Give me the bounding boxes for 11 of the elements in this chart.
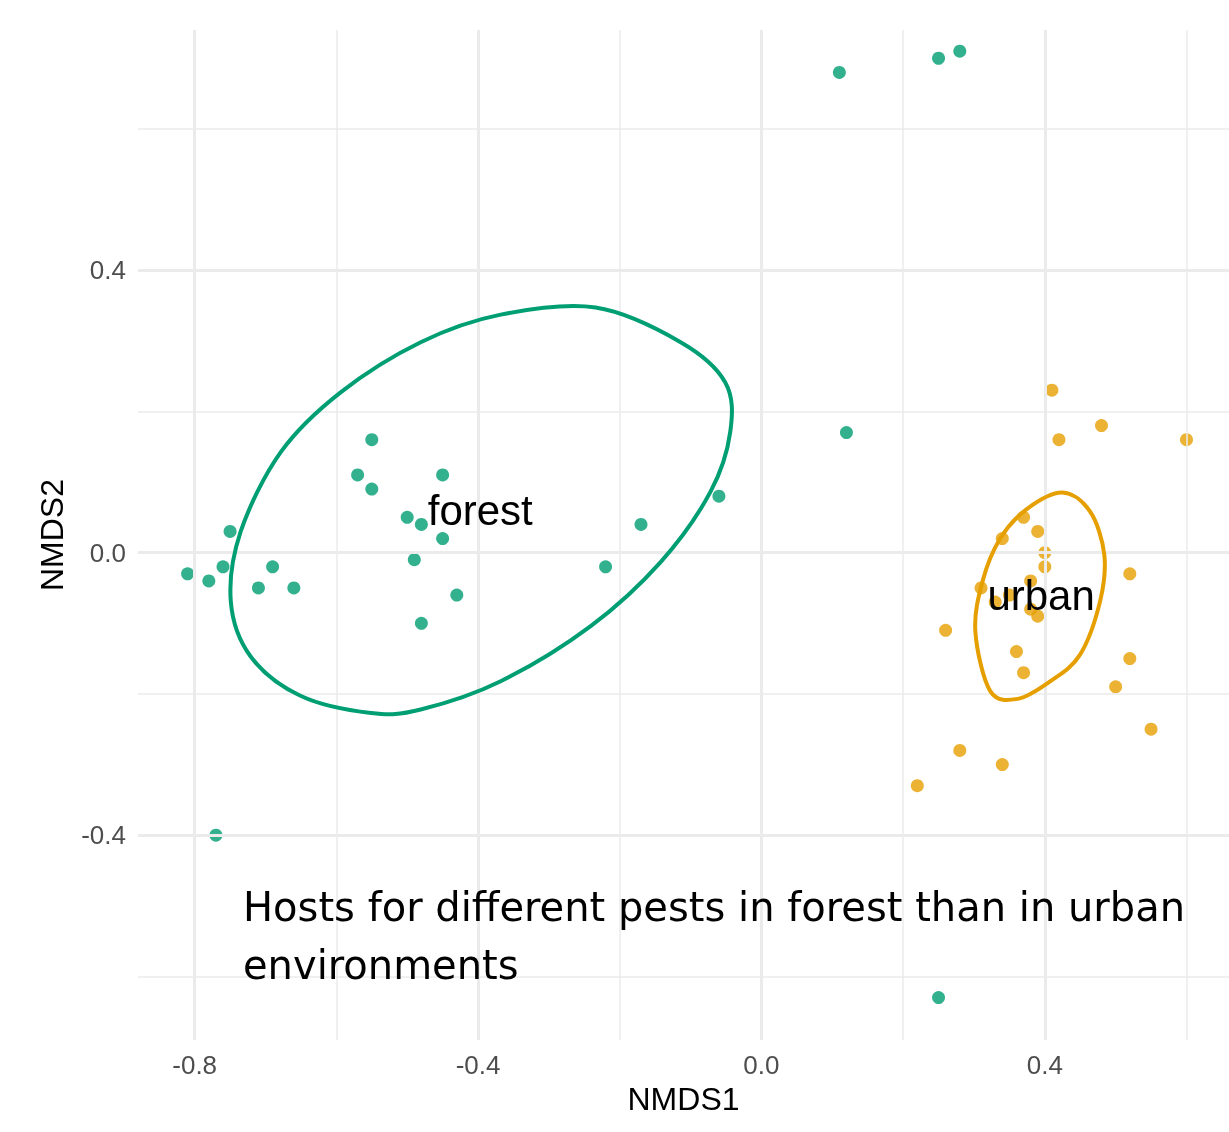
y-tick-label: 0.4 (89, 255, 126, 286)
x-tick-label: -0.8 (172, 1050, 218, 1080)
y-tick-label: 0.0 (89, 537, 126, 568)
x-tick-label: 0.4 (1026, 1050, 1063, 1080)
x-tick-label: 0.0 (743, 1050, 780, 1080)
x-tick-label: -0.4 (455, 1050, 501, 1080)
x-axis-title: NMDS1 (627, 1080, 740, 1117)
y-axis-title: NMDS2 (34, 478, 70, 592)
series-label: forest (427, 486, 534, 534)
y-tick-label: -0.4 (81, 820, 126, 851)
annotation: Hosts for different pests in forest than in urban environments (243, 884, 1198, 988)
